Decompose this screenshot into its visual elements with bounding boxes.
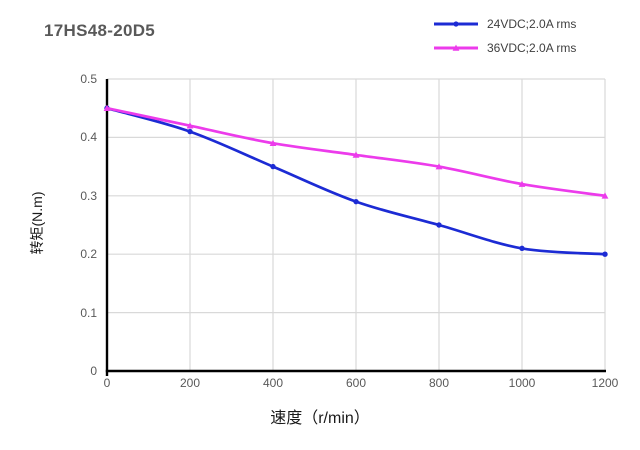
y-tick-label: 0.2 bbox=[80, 247, 97, 262]
y-tick-label: 0.4 bbox=[80, 130, 97, 145]
series-1-marker bbox=[518, 180, 526, 187]
legend-label-0: 24VDC;2.0A rms bbox=[487, 17, 577, 31]
x-tick-label: 1000 bbox=[508, 376, 536, 390]
series-0-marker bbox=[602, 251, 608, 257]
series-1-marker bbox=[103, 104, 111, 111]
series-0-marker bbox=[436, 222, 442, 228]
series-1-marker bbox=[435, 163, 443, 170]
series-0-marker bbox=[187, 128, 193, 135]
legend-item-0: 24VDC;2.0A rms bbox=[433, 12, 576, 36]
legend-item-1: 36VDC;2.0A rms bbox=[433, 36, 576, 60]
legend-line-1 bbox=[434, 44, 478, 51]
series-1-marker bbox=[186, 122, 194, 129]
x-tick-label: 400 bbox=[262, 376, 284, 390]
series-0-marker bbox=[353, 198, 359, 205]
y-tick-label: 0.1 bbox=[80, 305, 97, 320]
y-tick-label: 0.5 bbox=[80, 72, 97, 86]
legend-line-0 bbox=[434, 21, 478, 27]
series-0-marker bbox=[519, 245, 525, 252]
x-axis-label: 速度（r/min） bbox=[270, 410, 370, 427]
series-1-marker bbox=[352, 151, 360, 158]
x-tick-label: 800 bbox=[428, 376, 450, 390]
y-tick-label: 0 bbox=[90, 364, 97, 378]
x-tick-label: 0 bbox=[103, 376, 111, 390]
legend: 24VDC;2.0A rms 36VDC;2.0A rms bbox=[433, 12, 576, 60]
series-1-marker bbox=[601, 192, 609, 199]
series-0-marker bbox=[270, 163, 276, 170]
y-tick-label: 0.3 bbox=[80, 188, 97, 203]
chart-title: 17HS48-20D5 bbox=[44, 21, 156, 40]
legend-label-1: 36VDC;2.0A rms bbox=[487, 41, 577, 55]
x-tick-label: 1200 bbox=[591, 376, 619, 390]
x-tick-label: 200 bbox=[179, 376, 201, 390]
x-tick-label: 600 bbox=[345, 376, 367, 390]
y-axis-label: 转矩(N.m) bbox=[29, 191, 45, 255]
series-1-marker bbox=[269, 139, 277, 147]
